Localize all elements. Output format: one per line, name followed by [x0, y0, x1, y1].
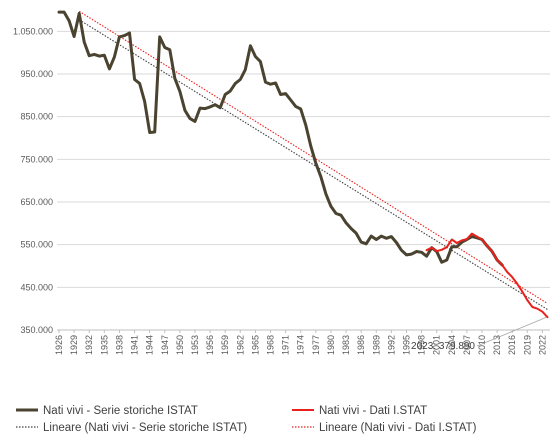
legend-label: Nati vivi - Serie storiche ISTAT — [43, 405, 198, 417]
x-tick-label: 2022 — [537, 335, 547, 355]
x-tick-label: 2001 — [432, 335, 442, 355]
x-tick-label: 1950 — [175, 335, 185, 355]
x-tick-label: 1974 — [296, 335, 306, 355]
series-line — [57, 10, 504, 267]
x-tick-label: 1977 — [311, 335, 321, 355]
x-tick-label: 1935 — [99, 335, 109, 355]
x-tick-label: 1998 — [417, 335, 427, 355]
x-tick-label: 1944 — [145, 335, 155, 355]
x-tick-label: 1965 — [250, 335, 260, 355]
x-axis-tick-labels: 1926 1929 1932 1935 1938 1941 1944 1947 1950 1953… — [54, 335, 547, 355]
y-tick-label: 950.000 — [20, 69, 53, 79]
x-tick-label: 1971 — [281, 335, 291, 355]
x-tick-label: 1980 — [326, 335, 336, 355]
x-tick-label: 2016 — [507, 335, 517, 355]
legend: Nati vivi - Serie storiche ISTAT Nati viv… — [16, 405, 477, 434]
x-tick-label: 2007 — [462, 335, 472, 355]
annotation-leader — [476, 316, 547, 347]
x-tick-label: 2004 — [447, 335, 457, 355]
x-tick-label: 2019 — [522, 335, 532, 355]
x-tick-label: 1947 — [160, 335, 170, 355]
y-axis-tick-labels: 350.000 450.000 550.000 650.000 750.000 850.0… — [13, 26, 53, 335]
y-tick-label: 1.050.000 — [13, 26, 53, 36]
x-tick-label: 1983 — [341, 335, 351, 355]
x-tick-label: 1995 — [401, 335, 411, 355]
x-tick-label: 1968 — [266, 335, 276, 355]
x-tick-label: 2010 — [477, 335, 487, 355]
x-tick-label: 1959 — [220, 335, 230, 355]
y-tick-label: 750.000 — [20, 154, 53, 164]
legend-label: Lineare (Nati vivi - Dati I.STAT) — [319, 422, 477, 434]
x-tick-label: 1962 — [235, 335, 245, 355]
legend-label: Lineare (Nati vivi - Serie storiche ISTA… — [43, 422, 247, 434]
y-tick-label: 450.000 — [20, 282, 53, 292]
x-tick-label: 1938 — [114, 335, 124, 355]
x-tick-label: 1929 — [69, 335, 79, 355]
x-tick-label: 1986 — [356, 335, 366, 355]
x-tick-label: 1992 — [386, 335, 396, 355]
x-tick-label: 2013 — [492, 335, 502, 355]
series-line — [78, 10, 548, 304]
series-line — [425, 232, 549, 319]
x-tick-label: 1926 — [54, 335, 64, 355]
y-tick-label: 850.000 — [20, 112, 53, 122]
legend-label: Nati vivi - Dati I.STAT — [319, 405, 427, 417]
axes — [57, 329, 550, 333]
x-tick-label: 1989 — [371, 335, 381, 355]
annotations: 2023: 379.890 — [411, 316, 547, 352]
x-tick-label: 1956 — [205, 335, 215, 355]
y-tick-label: 350.000 — [20, 325, 53, 335]
x-tick-label: 1932 — [84, 335, 94, 355]
x-tick-label: 1941 — [130, 335, 140, 355]
annotation-label: 2023: 379.890 — [411, 341, 475, 352]
series-lines — [57, 10, 549, 319]
x-tick-label: 1953 — [190, 335, 200, 355]
y-tick-label: 550.000 — [20, 240, 53, 250]
series-line — [78, 19, 548, 310]
gridlines — [57, 30, 550, 331]
y-tick-label: 650.000 — [20, 197, 53, 207]
